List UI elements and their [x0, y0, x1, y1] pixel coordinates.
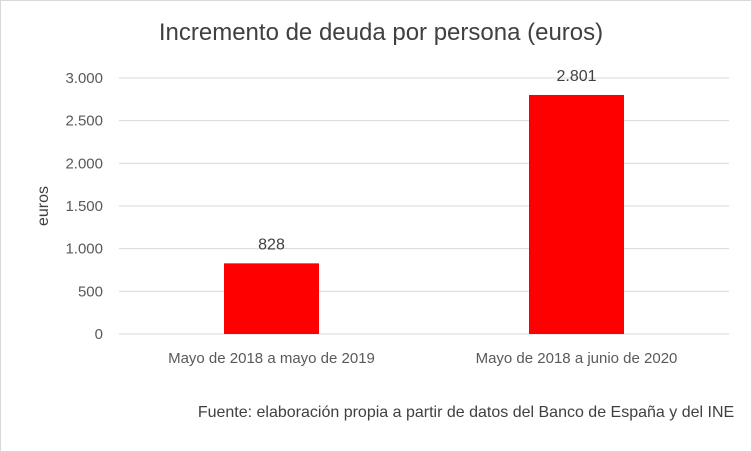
x-tick-label: Mayo de 2018 a junio de 2020 — [476, 350, 678, 367]
y-tick-label: 1.000 — [65, 241, 103, 258]
y-tick-label: 3.000 — [65, 70, 103, 87]
y-axis-label: euros — [35, 186, 52, 226]
bar — [224, 263, 319, 334]
y-tick-label: 2.500 — [65, 113, 103, 130]
y-tick-label: 1.500 — [65, 198, 103, 215]
y-tick-label: 2.000 — [65, 155, 103, 172]
source-note: Fuente: elaboración propia a partir de d… — [197, 404, 735, 421]
data-label: 828 — [258, 236, 285, 253]
data-label: 2.801 — [556, 68, 596, 85]
chart-title: Incremento de deuda por persona (euros) — [158, 19, 604, 46]
bar — [529, 94, 624, 335]
y-tick-label: 0 — [95, 326, 103, 343]
x-tick-label: Mayo de 2018 a mayo de 2019 — [168, 350, 375, 367]
y-tick-label: 500 — [78, 283, 103, 300]
